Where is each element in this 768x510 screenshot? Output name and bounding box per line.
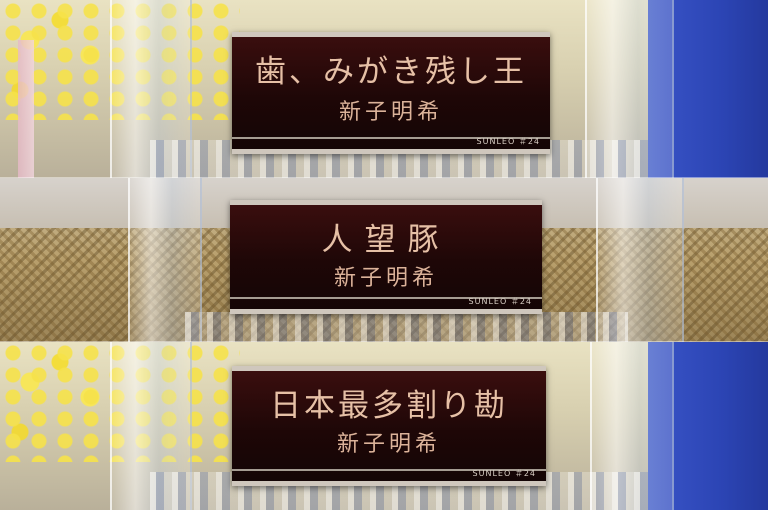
photo-strip-2: 人望豚 新子明希 SUNLEO ＃24 — [0, 178, 768, 342]
photo-strip-3: 日本最多割り勘 新子明希 SUNLEO ＃24 — [0, 342, 768, 510]
plaque-title: 日本最多割り勘 — [270, 388, 508, 424]
award-plaque-1: 歯、みがき残し王 新子明希 SUNLEO ＃24 — [232, 32, 550, 154]
plaque-title: 歯、みがき残し王 — [255, 54, 527, 90]
award-plaque-2: 人望豚 新子明希 SUNLEO ＃24 — [230, 200, 542, 314]
plaque-brand: SUNLEO ＃24 — [472, 469, 536, 478]
plaque-name: 新子明希 — [338, 100, 443, 125]
plaque-name: 新子明希 — [336, 432, 441, 457]
plaque-title: 人望豚 — [321, 222, 451, 258]
photo-strip-1: 歯、みがき残し王 新子明希 SUNLEO ＃24 — [0, 0, 768, 178]
acrylic-stand-base — [185, 312, 628, 342]
award-plaque-3: 日本最多割り勘 新子明希 SUNLEO ＃24 — [232, 366, 546, 486]
plaque-name: 新子明希 — [333, 266, 438, 291]
plaque-brand: SUNLEO ＃24 — [468, 297, 532, 306]
plaque-brand: SUNLEO ＃24 — [476, 137, 540, 146]
